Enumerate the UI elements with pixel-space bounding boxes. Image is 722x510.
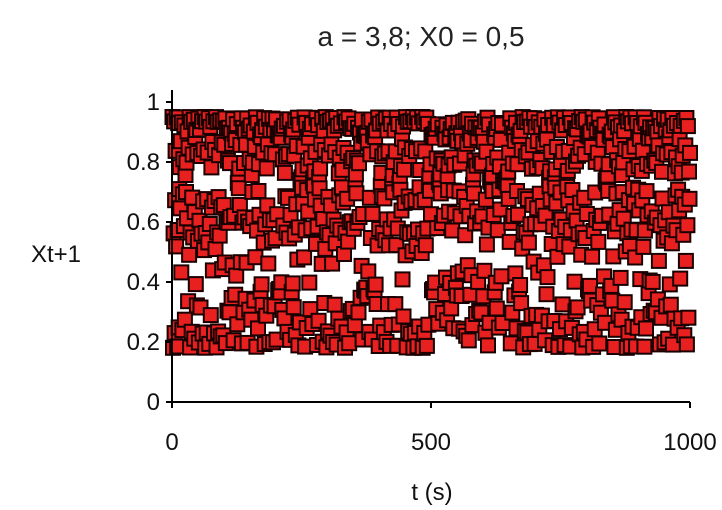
data-point	[636, 338, 653, 355]
data-point	[460, 332, 477, 349]
data-point	[678, 336, 695, 353]
data-point	[457, 227, 474, 244]
data-point	[260, 255, 277, 272]
data-point	[350, 304, 367, 321]
data-point	[539, 269, 556, 286]
x-tick-label: 0	[165, 429, 178, 456]
data-point	[181, 246, 198, 263]
data-point	[478, 236, 495, 253]
data-point	[680, 309, 697, 326]
y-ticks: 0 0.2 0.4 0.6 0.8 1	[127, 89, 172, 416]
chart-title: a = 3,8; X0 = 0,5	[317, 21, 524, 52]
data-point	[672, 270, 689, 287]
y-tick-label: 0.4	[127, 269, 160, 296]
data-point	[276, 164, 293, 181]
data-point	[341, 335, 358, 352]
data-point	[367, 276, 384, 293]
data-point	[312, 160, 329, 177]
data-point	[230, 180, 247, 197]
data-point	[538, 286, 555, 303]
data-point	[638, 183, 655, 200]
data-point	[590, 233, 607, 250]
data-point	[493, 268, 510, 285]
data-point	[250, 320, 266, 337]
data-point	[644, 273, 661, 290]
data-point	[513, 295, 530, 312]
data-point	[395, 308, 412, 325]
data-point	[476, 262, 493, 279]
data-point	[284, 275, 301, 292]
y-axis-label: Xt+1	[31, 241, 81, 268]
data-point	[569, 299, 586, 316]
data-points	[164, 109, 698, 356]
data-point	[488, 300, 505, 317]
data-point	[582, 277, 598, 294]
data-point	[612, 269, 629, 286]
y-tick-label: 0.2	[127, 329, 160, 356]
data-point	[681, 190, 698, 207]
data-point	[677, 252, 694, 269]
data-point	[561, 238, 578, 255]
data-point	[417, 237, 434, 254]
data-point	[173, 264, 190, 281]
data-point	[250, 183, 267, 199]
data-point	[202, 307, 219, 324]
data-point	[650, 252, 667, 269]
data-point	[679, 217, 696, 234]
data-point	[394, 271, 411, 288]
data-point	[258, 160, 275, 177]
data-point	[616, 294, 633, 311]
data-point	[654, 163, 670, 180]
data-point	[480, 337, 496, 354]
x-tick-label: 1000	[663, 429, 716, 456]
data-point	[326, 296, 343, 313]
data-point	[324, 255, 341, 272]
data-point	[285, 299, 302, 316]
x-tick-label: 500	[411, 429, 451, 456]
data-point	[681, 163, 697, 180]
y-tick-label: 1	[147, 89, 160, 116]
data-point	[638, 320, 654, 337]
data-point	[679, 118, 696, 135]
x-ticks: 0 500 1000	[165, 402, 717, 456]
data-point	[253, 276, 270, 293]
data-point	[418, 337, 435, 354]
data-point	[682, 144, 698, 161]
data-point	[364, 205, 381, 222]
data-point	[360, 263, 377, 280]
data-point	[510, 206, 526, 223]
x-axis-label: t (s)	[411, 479, 452, 506]
data-point	[187, 276, 204, 293]
data-point	[654, 190, 671, 207]
data-point	[396, 161, 413, 178]
data-point	[301, 274, 318, 291]
data-point	[207, 241, 224, 257]
data-point	[387, 296, 404, 313]
data-point	[296, 249, 313, 266]
y-tick-label: 0	[147, 389, 160, 416]
data-point	[566, 273, 583, 290]
data-point	[520, 234, 537, 251]
data-point	[512, 277, 529, 293]
data-point	[662, 296, 679, 313]
data-point	[584, 248, 601, 265]
y-tick-label: 0.8	[127, 149, 160, 176]
data-point	[444, 222, 461, 239]
y-tick-label: 0.6	[127, 209, 160, 236]
data-point	[348, 185, 365, 202]
data-point	[635, 238, 652, 255]
data-point	[591, 335, 608, 352]
